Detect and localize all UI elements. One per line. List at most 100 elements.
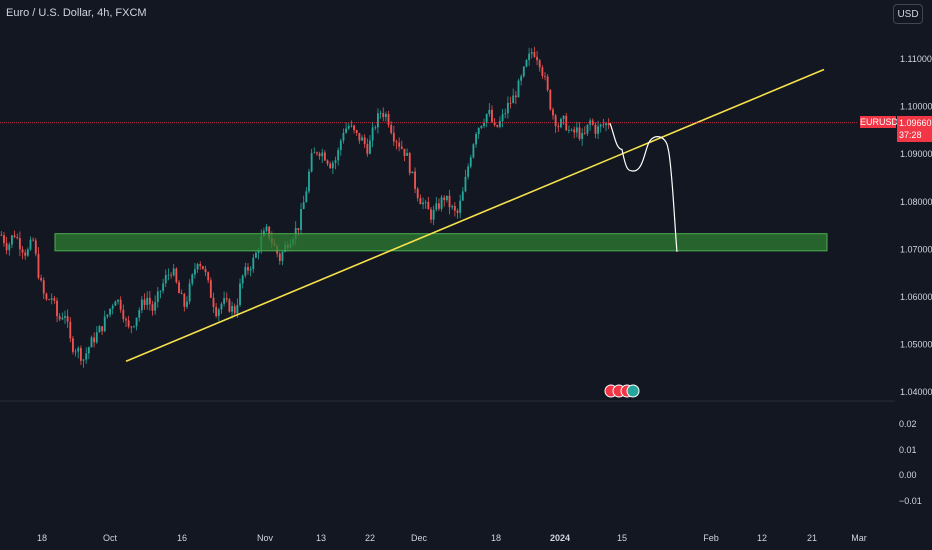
event-flag-icon[interactable] <box>626 384 640 398</box>
candle-body <box>114 301 117 306</box>
candle-body <box>212 297 215 307</box>
candle-body <box>18 238 21 250</box>
candle-body <box>331 162 334 169</box>
candle-body <box>496 125 499 127</box>
candle-body <box>257 250 260 253</box>
candle-body <box>374 127 377 129</box>
candle-body <box>480 125 483 128</box>
candle-body <box>85 353 88 360</box>
time-axis-label: 18 <box>491 533 501 543</box>
last-price-value: 1.09660 <box>899 118 932 128</box>
candle-body <box>308 171 310 192</box>
trendline[interactable] <box>125 68 825 362</box>
candle-body <box>148 297 151 305</box>
candle-body <box>281 251 284 261</box>
symbol-title[interactable]: Euro / U.S. Dollar, 4h, FXCM <box>6 7 147 19</box>
candle-body <box>175 268 178 283</box>
candle-body <box>101 326 104 332</box>
candle-body <box>530 52 533 54</box>
candle-body <box>122 309 125 320</box>
candle-body <box>525 60 528 67</box>
candle-body <box>321 152 324 157</box>
time-axis[interactable]: 18 Oct 16 Nov 13 22 Dec 18 2024 15 Feb 12 21 Mar <box>37 533 867 543</box>
candle-body <box>79 348 82 361</box>
candle-body <box>469 157 472 167</box>
candle-body <box>3 235 5 244</box>
candle-body <box>278 253 281 261</box>
candle-body <box>316 152 318 154</box>
candle-body <box>172 268 175 276</box>
candle-body <box>602 124 605 126</box>
candle-body <box>125 319 127 321</box>
candle-body <box>594 124 597 134</box>
candle-body <box>220 303 223 310</box>
currency-button[interactable]: USD <box>893 4 923 24</box>
candle-body <box>485 113 488 123</box>
candle-body <box>135 317 138 327</box>
candle-body <box>159 290 162 292</box>
candle-body <box>103 316 106 332</box>
price-axis[interactable]: 1.11000 1.10000 1.09000 1.08000 1.07000 1.060… <box>900 54 932 397</box>
candle-body <box>387 114 390 125</box>
candle-body <box>562 115 565 120</box>
time-axis-label: 18 <box>37 533 47 543</box>
candle-body <box>239 283 241 306</box>
candle-body <box>427 201 430 210</box>
candle-body <box>305 191 308 203</box>
candle-body <box>605 123 607 126</box>
candle-body <box>233 306 236 314</box>
candle-body <box>599 124 602 127</box>
candle-body <box>445 195 448 201</box>
support-zone[interactable] <box>54 233 828 252</box>
candle-body <box>45 293 48 300</box>
candle-body <box>411 171 414 174</box>
candle-body <box>440 197 443 209</box>
candle-body <box>265 226 268 231</box>
candle-body <box>398 142 401 147</box>
candle-body <box>339 140 342 151</box>
candle-body <box>395 141 398 143</box>
candle-body <box>310 153 313 172</box>
candle-body <box>178 282 180 294</box>
time-axis-label: 22 <box>365 533 375 543</box>
indicator-axis[interactable]: 0.02 0.01 0.00 −0.01 <box>899 419 922 506</box>
candle-body <box>438 203 440 209</box>
candle-body <box>162 283 165 291</box>
candle-body <box>353 125 355 131</box>
candle-body <box>13 235 16 238</box>
candle-body <box>180 293 183 295</box>
candle-body <box>194 269 196 275</box>
candle-body <box>164 275 167 284</box>
candle-body <box>597 126 599 134</box>
time-axis-label: 16 <box>177 533 187 543</box>
candle-body <box>371 127 374 141</box>
events-icons[interactable] <box>604 384 640 398</box>
candle-body <box>416 188 419 199</box>
candle-body <box>225 298 228 300</box>
candle-body <box>127 320 130 327</box>
time-axis-label: 12 <box>757 533 767 543</box>
candle-body <box>361 137 363 141</box>
time-axis-label: Feb <box>703 533 719 543</box>
candle-body <box>50 298 53 300</box>
candle-body <box>53 298 56 301</box>
candle-body <box>390 124 393 133</box>
candle-body <box>355 130 358 133</box>
candle-body <box>424 201 427 203</box>
candle-body <box>151 304 154 311</box>
projection-path[interactable] <box>609 123 678 252</box>
candle-body <box>244 267 247 276</box>
candle-body <box>493 121 496 126</box>
price-axis-label: 1.04000 <box>900 387 932 397</box>
candle-body <box>26 249 29 256</box>
indicator-axis-label: 0.02 <box>899 419 917 429</box>
candle-body <box>517 80 520 98</box>
candle-body <box>74 351 77 353</box>
time-axis-label: 15 <box>617 533 627 543</box>
price-axis-label: 1.11000 <box>900 54 932 64</box>
candle-body <box>403 148 406 156</box>
candle-body <box>528 53 531 61</box>
candle-body <box>499 121 501 127</box>
time-axis-label: 2024 <box>550 533 570 543</box>
